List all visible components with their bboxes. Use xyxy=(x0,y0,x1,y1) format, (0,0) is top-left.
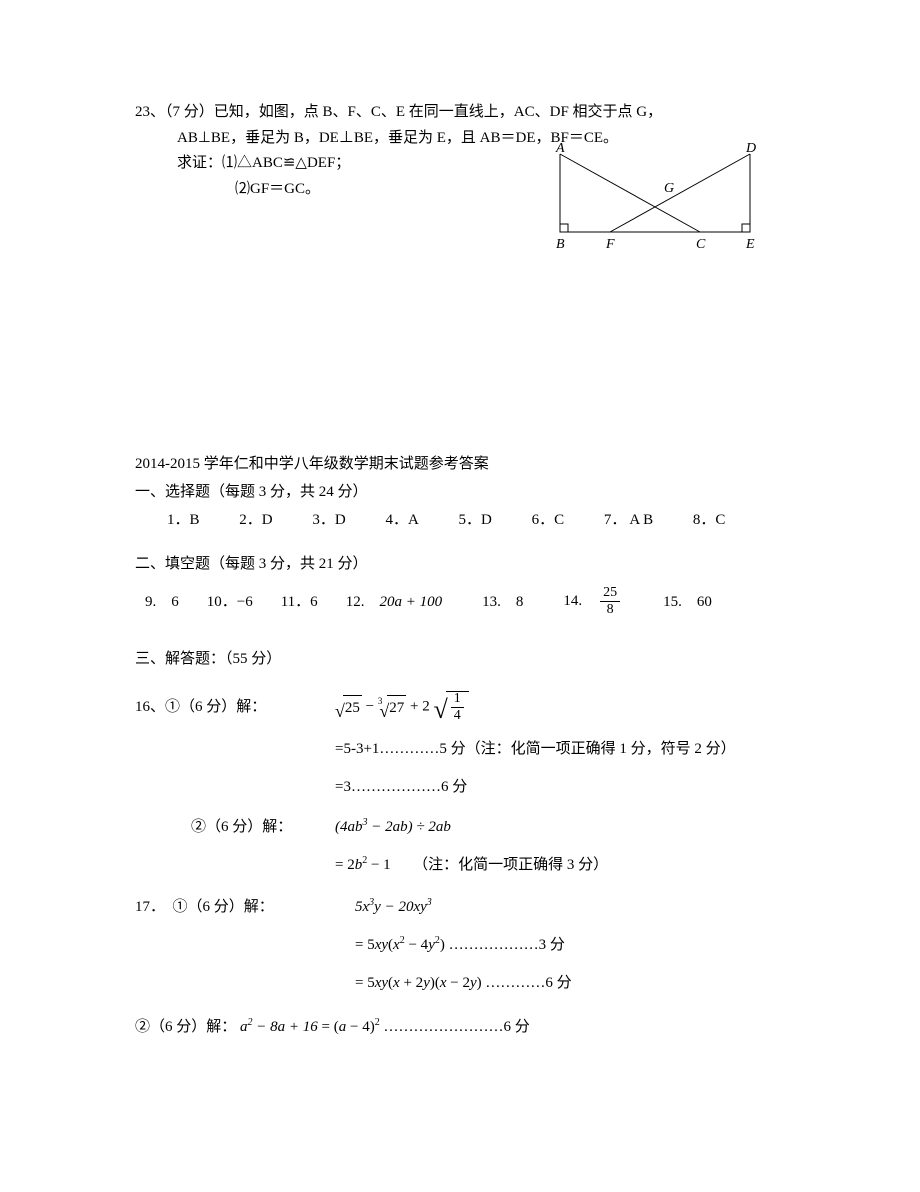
mcq-answers: 1．B 2．D 3．D 4．A 5．D 6．C 7． A B 8．C xyxy=(135,508,790,532)
fb-12: 12. 20a + 100 xyxy=(346,590,442,614)
q17-sub2-rhs: = (a − 4)2 ……………………6 分 xyxy=(322,1019,530,1035)
sqrt-frac: √14 xyxy=(433,691,468,723)
mcq-6: 6．C xyxy=(532,512,565,528)
q17-head-row: 17． ①（6 分）解： 5x3y − 20xy3 xyxy=(135,895,790,919)
q16-sub2-step: = 2b2 − 1 （注：化简一项正确得 3 分） xyxy=(335,853,790,877)
q17-sub2-lhs: a2 − 8a + 16 xyxy=(240,1019,318,1035)
mcq-7: 7． A B xyxy=(604,512,653,528)
q16-sub2-expr: (4ab3 − 2ab) ÷ 2ab xyxy=(335,815,451,839)
fill-answers: 9. 6 10．−6 11．6 12. 20a + 100 13. 8 14. … xyxy=(135,586,790,617)
section1-title: 一、选择题（每题 3 分，共 24 分） xyxy=(135,480,790,504)
label-G: G xyxy=(664,181,674,196)
q16-head-label: 16、①（6 分）解： xyxy=(135,695,335,719)
triangle-figure-svg: A D G B F C E xyxy=(540,142,770,252)
answers-title: 2014-2015 学年仁和中学八年级数学期末试题参考答案 xyxy=(135,452,790,476)
mcq-4: 4．A xyxy=(385,512,418,528)
label-A: A xyxy=(555,142,565,156)
q16-step2: =3………………6 分 xyxy=(335,775,790,799)
q23-points: （7 分） xyxy=(165,104,214,120)
fb-10: 10．−6 xyxy=(207,590,253,614)
q16-expr1: √25 − 3√27 + 2 √14 xyxy=(335,691,469,723)
q16: 16、①（6 分）解： √25 − 3√27 + 2 √14 =5-3+1………… xyxy=(135,691,790,877)
section3-title: 三、解答题：（55 分） xyxy=(135,647,790,671)
q17-step2: = 5xy(x + 2y)(x − 2y) …………6 分 xyxy=(355,971,790,995)
label-B: B xyxy=(556,237,565,252)
label-D: D xyxy=(745,142,756,156)
q17-sub2-label: ②（6 分）解： xyxy=(135,1019,236,1035)
section2-title: 二、填空题（每题 3 分，共 21 分） xyxy=(135,552,790,576)
sqrt-25: √25 xyxy=(335,695,362,720)
q17-head-label: 17． ①（6 分）解： xyxy=(135,895,355,919)
q23-number: 23、 xyxy=(135,104,165,120)
label-F: F xyxy=(605,237,615,252)
fb-15: 15. 60 xyxy=(663,590,712,614)
fb-14: 14. 258 xyxy=(563,586,623,617)
mcq-5: 5．D xyxy=(459,512,492,528)
q23-figure: A D G B F C E xyxy=(540,142,770,260)
fb-9: 9. 6 xyxy=(145,590,179,614)
mcq-8: 8．C xyxy=(693,512,726,528)
q16-sub2-label: ②（6 分）解： xyxy=(191,815,335,839)
q17-step1: = 5xy(x2 − 4y2) ………………3 分 xyxy=(355,933,790,957)
fb-14-label: 14. xyxy=(563,593,597,609)
mcq-3: 3．D xyxy=(312,512,345,528)
answers-section: 2014-2015 学年仁和中学八年级数学期末试题参考答案 一、选择题（每题 3… xyxy=(135,452,790,1039)
q17-expr: 5x3y − 20xy3 xyxy=(355,895,432,919)
question-23: 23、（7 分）已知，如图，点 B、F、C、E 在同一直线上，AC、DF 相交于… xyxy=(135,100,790,202)
q16-head-row: 16、①（6 分）解： √25 − 3√27 + 2 √14 xyxy=(135,691,790,723)
q16-sub2-head-row: ②（6 分）解： (4ab3 − 2ab) ÷ 2ab xyxy=(135,815,790,839)
mcq-1: 1．B xyxy=(167,512,200,528)
cbrt-27: 3√27 xyxy=(378,694,406,719)
q23-line1: 23、（7 分）已知，如图，点 B、F、C、E 在同一直线上，AC、DF 相交于… xyxy=(135,100,790,126)
q17-sub2: ②（6 分）解： a2 − 8a + 16 = (a − 4)2 …………………… xyxy=(135,1015,790,1039)
q16-step1: =5-3+1…………5 分（注：化简一项正确得 1 分，符号 2 分） xyxy=(335,737,790,761)
label-C: C xyxy=(696,237,706,252)
fb-12-label: 12. xyxy=(346,594,380,610)
fb-14-frac: 258 xyxy=(600,586,620,617)
fb-12-expr: 20a + 100 xyxy=(379,594,442,610)
fb-13: 13. 8 xyxy=(482,590,523,614)
q23-l1-body: 已知，如图，点 B、F、C、E 在同一直线上，AC、DF 相交于点 G， xyxy=(214,104,662,120)
mcq-2: 2．D xyxy=(239,512,272,528)
fb-11: 11．6 xyxy=(281,590,318,614)
label-E: E xyxy=(745,237,755,252)
